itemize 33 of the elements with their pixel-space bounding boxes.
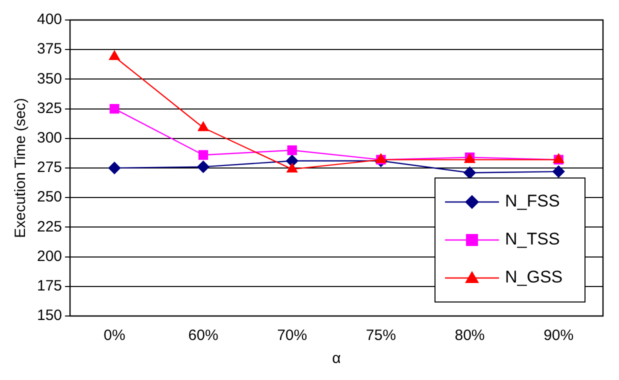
x-tick-label: 90% [544, 327, 574, 344]
point [197, 160, 210, 173]
point [552, 165, 565, 178]
point [287, 145, 297, 156]
y-tick-label: 175 [36, 278, 62, 295]
legend-label: N_FSS [505, 192, 560, 211]
x-tick-label: 80% [454, 327, 485, 344]
y-tick-label: 300 [36, 130, 62, 147]
point [198, 150, 208, 160]
x-tick-label: 70% [277, 327, 308, 344]
y-axis-title: Execution Time (sec) [12, 98, 30, 238]
x-tick-label: 60% [188, 327, 218, 344]
point [110, 104, 120, 114]
y-tick-label: 325 [36, 100, 62, 117]
x-axis-title: α [332, 350, 342, 368]
y-tick-label: 275 [36, 159, 62, 176]
point [286, 154, 298, 167]
point [108, 162, 121, 174]
y-tick-label: 250 [36, 188, 62, 206]
point [198, 122, 209, 132]
y-tick-label: 200 [36, 248, 62, 265]
legend-label: N_GSS [505, 268, 563, 287]
y-tick-label: 400 [36, 11, 62, 28]
point [286, 163, 298, 173]
x-tick-label: 75% [366, 327, 396, 344]
legend-label: N_TSS [505, 230, 560, 249]
y-tick-label: 150 [36, 307, 62, 324]
x-tick-label: 0% [104, 327, 126, 344]
y-tick-label: 375 [36, 40, 62, 58]
y-tick-label: 350 [36, 70, 62, 88]
point [464, 166, 476, 179]
point [109, 50, 120, 60]
y-tick-label: 225 [36, 218, 62, 236]
